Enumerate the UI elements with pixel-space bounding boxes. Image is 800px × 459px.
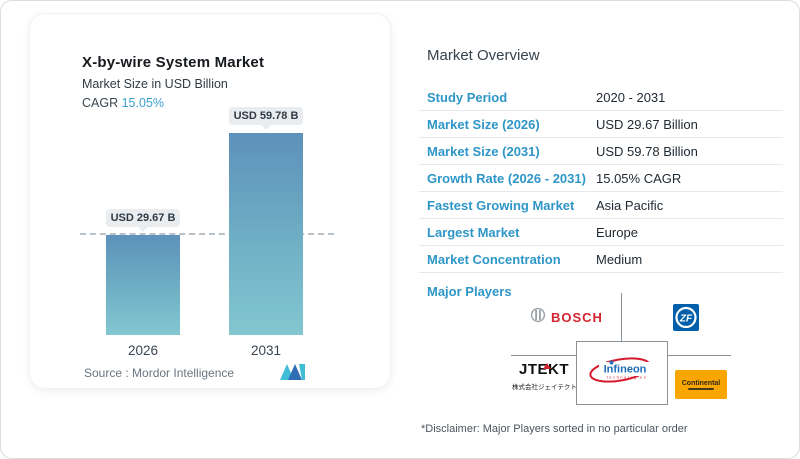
chart-subtitle: Market Size in USD Billion xyxy=(82,77,228,91)
x-tick-2026: 2026 xyxy=(127,343,159,358)
row-label: Fastest Growing Market xyxy=(427,197,575,213)
jtekt-red-accent-icon xyxy=(542,363,551,369)
center-player-box: Infineon technologies xyxy=(576,341,668,405)
overview-table: Study Period 2020 - 2031 Market Size (20… xyxy=(419,84,783,273)
mordor-intelligence-logo-icon xyxy=(279,362,307,387)
market-size-chart-card: X-by-wire System Market Market Size in U… xyxy=(29,13,391,389)
connector-vertical-line xyxy=(621,293,622,341)
table-row-market-concentration: Market Concentration Medium xyxy=(419,246,783,273)
bar-2026 xyxy=(106,235,180,335)
row-label: Study Period xyxy=(427,89,508,105)
bosch-armature-icon xyxy=(530,307,546,328)
connector-right-line xyxy=(668,355,731,356)
bar-value-label-2026: USD 29.67 B xyxy=(106,209,180,232)
continental-tagline-bar xyxy=(688,387,714,390)
major-players-label: Major Players xyxy=(427,284,512,299)
jtekt-logo-text: JTEKT xyxy=(518,361,569,378)
infineon-logo: Infineon technologies xyxy=(587,354,657,393)
row-value: Asia Pacific xyxy=(596,197,664,213)
overview-title: Market Overview xyxy=(427,47,540,64)
row-value: Medium xyxy=(596,251,643,267)
bar-value-label-2031: USD 59.78 B xyxy=(229,107,303,130)
x-tick-2031: 2031 xyxy=(250,343,282,358)
jtekt-logo: JTEKT 株式会社ジェイテクト xyxy=(512,361,577,391)
disclaimer-text: *Disclaimer: Major Players sorted in no … xyxy=(421,423,688,435)
svg-text:ZF: ZF xyxy=(679,314,693,325)
table-row-study-period: Study Period 2020 - 2031 xyxy=(419,84,783,111)
row-value: Europe xyxy=(596,224,638,240)
zf-logo: ZF xyxy=(673,304,699,336)
cagr-value: 15.05% xyxy=(121,96,165,110)
connector-left-line xyxy=(511,355,576,356)
row-value: 15.05% CAGR xyxy=(596,170,682,186)
table-row-fastest-growing-market: Fastest Growing Market Asia Pacific xyxy=(419,192,783,219)
cagr-label: CAGR xyxy=(82,96,119,110)
row-label: Largest Market xyxy=(427,224,520,240)
bosch-logo-text: BOSCH xyxy=(551,310,603,325)
svg-text:technologies: technologies xyxy=(607,374,647,379)
table-row-largest-market: Largest Market Europe xyxy=(419,219,783,246)
row-label: Market Concentration xyxy=(427,251,561,267)
continental-logo: Continental xyxy=(675,370,727,399)
jtekt-japanese-text: 株式会社ジェイテクト xyxy=(512,384,577,391)
chart-title: X-by-wire System Market xyxy=(82,54,265,71)
chart-header: X-by-wire System Market Market Size in U… xyxy=(82,54,264,110)
source-attribution: Source : Mordor Intelligence xyxy=(84,366,235,380)
bosch-logo: BOSCH xyxy=(530,307,603,328)
row-label: Market Size (2031) xyxy=(427,143,540,159)
row-label: Growth Rate (2026 - 2031) xyxy=(427,170,586,186)
row-label: Market Size (2026) xyxy=(427,116,540,132)
bar-2031 xyxy=(229,133,303,335)
dashed-reference-line xyxy=(80,233,334,235)
svg-text:Infineon: Infineon xyxy=(604,363,647,375)
chart-cagr-line: CAGR 15.05% xyxy=(82,96,264,110)
row-value: USD 59.78 Billion xyxy=(596,143,698,159)
table-row-growth-rate: Growth Rate (2026 - 2031) 15.05% CAGR xyxy=(419,165,783,192)
continental-logo-text: Continental xyxy=(681,379,721,387)
table-row-market-size-2026: Market Size (2026) USD 29.67 Billion xyxy=(419,111,783,138)
bar-chart-plot: USD 29.67 B USD 59.78 B 2026 2031 Source… xyxy=(30,14,390,388)
row-value: 2020 - 2031 xyxy=(596,89,666,105)
row-value: USD 29.67 Billion xyxy=(596,116,698,132)
table-row-market-size-2031: Market Size (2031) USD 59.78 Billion xyxy=(419,138,783,165)
